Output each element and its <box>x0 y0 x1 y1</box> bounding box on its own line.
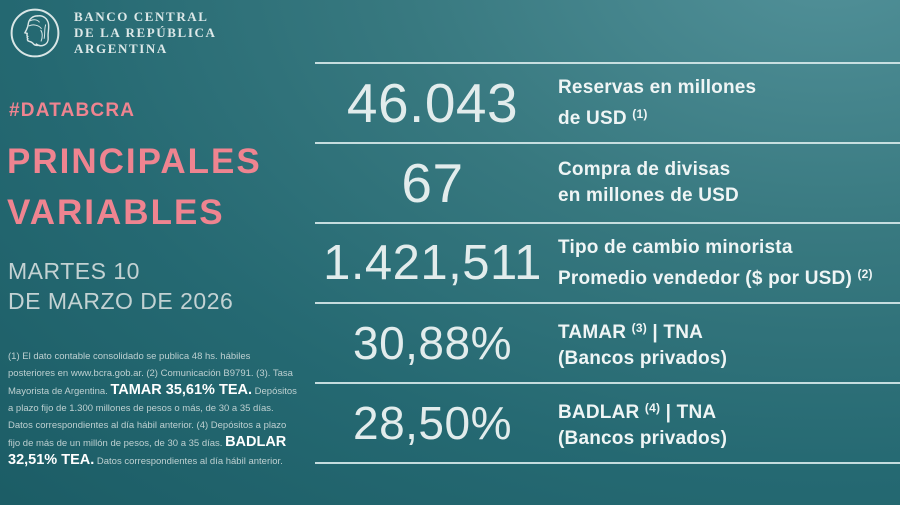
indicator-label: Compra de divisas en millones de USD <box>558 159 739 206</box>
indicator-label: BADLAR (4) | TNA (Bancos privados) <box>558 400 728 449</box>
bank-name-line1: BANCO CENTRAL <box>74 9 209 24</box>
indicator-row-compra-divisas: 67 Compra de divisas en millones de USD <box>315 142 900 222</box>
page-title-line1: PRINCIPALES <box>7 142 262 181</box>
indicator-value: 28,50% <box>352 397 512 449</box>
indicator-label: TAMAR (3) | TNA (Bancos privados) <box>558 320 728 369</box>
brand-header: BANCO CENTRAL DE LA REPÚBLICA ARGENTINA <box>0 0 310 60</box>
page-title-line2: VARIABLES <box>7 193 225 232</box>
indicators-panel: 46.043 Reservas en millones de USD (1) 6… <box>315 62 900 464</box>
indicator-value: 67 <box>401 152 464 214</box>
footnotes: (1) El dato contable consolidado se publ… <box>8 351 297 468</box>
indicator-row-reservas: 46.043 Reservas en millones de USD (1) <box>315 62 900 142</box>
indicator-row-badlar: 28,50% BADLAR (4) | TNA (Bancos privados… <box>315 382 900 462</box>
separator-line <box>315 462 900 464</box>
indicator-value: 30,88% <box>352 317 512 369</box>
report-date: MARTES 10 DE MARZO DE 2026 <box>8 256 233 316</box>
indicator-value: 46.043 <box>346 72 519 134</box>
report-date-line1: MARTES 10 <box>8 258 140 284</box>
bank-name-line2: DE LA REPÚBLICA ARGENTINA <box>74 25 216 56</box>
bcra-liberty-emblem-icon <box>8 6 62 60</box>
hashtag-databcra: #DATABCRA <box>9 100 136 121</box>
bank-name: BANCO CENTRAL DE LA REPÚBLICA ARGENTINA <box>74 9 310 57</box>
left-panel: BANCO CENTRAL DE LA REPÚBLICA ARGENTINA … <box>0 0 310 505</box>
indicator-value: 1.421,511 <box>323 236 542 290</box>
indicator-label: Reservas en millones de USD (1) <box>558 76 757 129</box>
indicator-label: Tipo de cambio minorista Promedio vended… <box>558 236 873 289</box>
indicator-row-tipo-cambio: 1.421,511 Tipo de cambio minorista Prome… <box>315 222 900 302</box>
indicator-row-tamar: 30,88% TAMAR (3) | TNA (Bancos privados) <box>315 302 900 382</box>
report-date-line2: DE MARZO DE 2026 <box>8 288 234 314</box>
page-title: PRINCIPALES VARIABLES <box>7 136 262 238</box>
